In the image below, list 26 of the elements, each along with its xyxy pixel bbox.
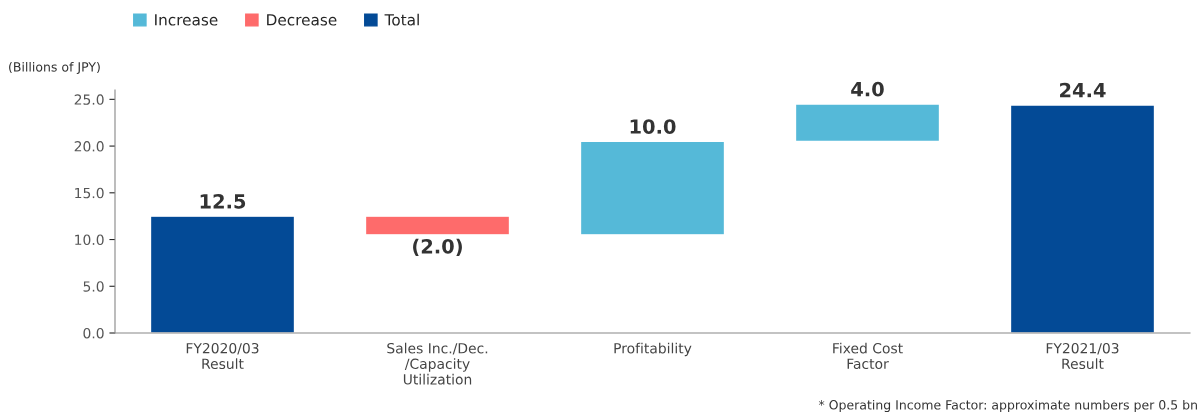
bar: [794, 103, 941, 143]
text: * Operating Income Factor: approximate numbers per 0.5 bn: [818, 399, 1197, 412]
data-label: 4.0: [851, 81, 884, 97]
x-tick-label: Profitability: [614, 342, 692, 357]
data-label: 24.4: [1060, 82, 1106, 98]
y-tick-label: 10.0: [75, 234, 104, 246]
legend-label: Decrease: [267, 14, 337, 26]
x-tick-label: Sales Inc./Dec. /Capacity Utilization: [387, 342, 488, 385]
y-axis-title: (Billions of JPY): [9, 61, 100, 74]
y-tick-label: 0.0: [83, 327, 104, 339]
data-label: 10.0: [630, 119, 676, 134]
y-tick-label: 5.0: [83, 281, 104, 292]
data-label: (2.0): [413, 238, 462, 256]
y-tick-label: 15.0: [75, 187, 104, 199]
legend-label: Total: [384, 13, 419, 26]
bar: [149, 215, 296, 333]
x-tick-label: FY2021/03 Result: [1046, 342, 1119, 370]
y-tick-label: 25.0: [74, 94, 104, 105]
x-tick-label: Fixed Cost Factor: [833, 342, 903, 370]
bar: [364, 215, 511, 236]
x-tick-label: FY2020/03 Result: [186, 342, 259, 370]
bar: [579, 140, 726, 236]
y-tick-label: 20.0: [74, 141, 104, 152]
legend-label: Increase: [155, 14, 218, 26]
bar: [1009, 104, 1156, 333]
data-label: 12.5: [200, 193, 246, 209]
